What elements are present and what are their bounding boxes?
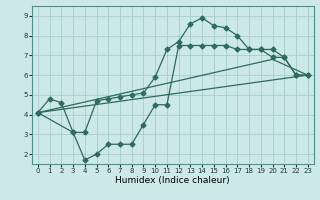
X-axis label: Humidex (Indice chaleur): Humidex (Indice chaleur) — [116, 176, 230, 185]
